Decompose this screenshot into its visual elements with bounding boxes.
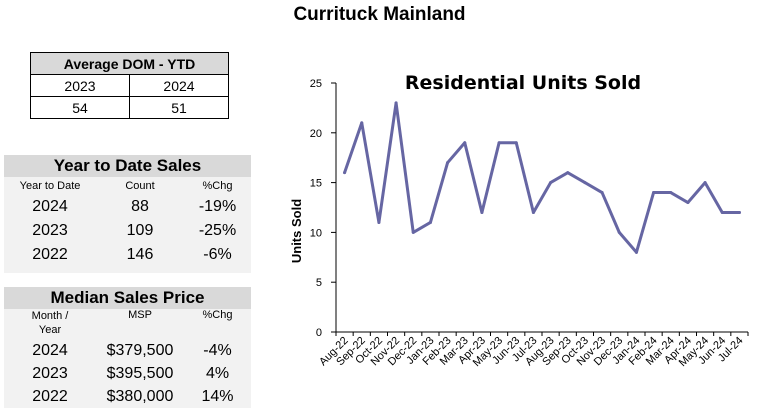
ytd-chg: -19% [198,198,237,215]
ytd-header-chg: %Chg [202,180,233,192]
ytd-chg: -6% [203,246,232,263]
table-row: 2023 109 -25% [4,219,251,243]
table-row: 2022 146 -6% [4,243,251,267]
y-tick-label: 5 [316,277,322,289]
series-line [343,101,741,254]
median-year: 2023 [32,364,68,382]
median-chg: -4% [203,341,232,359]
ytd-year: 2023 [32,222,68,239]
median-msp: $379,500 [106,341,174,359]
ytd-count: 88 [131,198,149,215]
median-header-chg: %Chg [202,309,233,321]
data-point [531,210,535,214]
data-point [669,191,673,195]
ytd-year: 2024 [32,198,68,215]
median-chg: 14% [201,387,234,405]
data-point [583,181,587,185]
units-sold-chart: Residential Units Sold Units Sold 0 5 10 15… [289,72,749,369]
dom-year-2024: 2024 [128,74,230,97]
data-point [463,141,467,145]
table-row: 2024 $379,500 -4% [4,339,251,362]
chart-title: Residential Units Sold [405,72,641,94]
data-point [343,171,347,175]
dom-value-2023: 54 [30,96,130,119]
data-point [514,141,518,145]
data-point [428,220,432,224]
data-point [686,201,690,205]
y-tick-label: 25 [310,78,322,90]
median-year: 2024 [32,341,68,359]
data-point [652,191,656,195]
ytd-count: 109 [126,222,154,239]
data-point [360,121,364,125]
median-header-msp: MSP [128,309,152,321]
y-tick-label: 0 [316,327,322,339]
table-row: 2024 88 -19% [4,195,251,219]
dom-value-2024: 51 [128,96,230,119]
data-point [411,230,415,234]
median-msp: $395,500 [106,364,174,382]
ytd-header-year: Year to Date [19,180,81,192]
average-dom-table: Average DOM - YTD 2023 2024 54 51 [30,52,230,119]
y-tick-label: 15 [310,178,322,190]
data-point [377,220,381,224]
data-point [497,141,501,145]
ytd-count: 146 [126,246,154,263]
data-point [394,101,398,105]
ytd-chg: -25% [198,222,237,239]
data-point [566,171,570,175]
ytd-year: 2022 [32,246,68,263]
y-tick-label: 20 [310,128,322,140]
page-title: Currituck Mainland [293,4,466,25]
table-row: 2023 $395,500 4% [4,362,251,385]
median-header-year: Month / Year [31,310,69,336]
data-point [617,230,621,234]
ytd-header-count: Count [125,180,155,192]
dom-year-2023: 2023 [30,74,130,97]
data-point [446,161,450,165]
ytd-sales-title: Year to Date Sales [53,156,202,175]
median-price-panel: Median Sales Price Month / Year MSP %Chg… [4,287,251,408]
data-point [600,191,604,195]
data-point [737,210,741,214]
data-point [634,250,638,254]
median-msp: $380,000 [106,387,174,405]
data-point [549,181,553,185]
table-row: 2022 $380,000 14% [4,385,251,408]
dom-title: Average DOM - YTD [30,52,229,75]
data-point [720,210,724,214]
data-point [480,210,484,214]
median-chg: 4% [205,364,230,382]
median-price-title: Median Sales Price [50,288,205,307]
median-year: 2022 [32,387,68,405]
data-point [703,181,707,185]
y-axis-label: Units Sold [289,199,304,263]
y-tick-label: 10 [310,227,322,239]
ytd-sales-panel: Year to Date Sales Year to Date Count %C… [4,155,251,273]
